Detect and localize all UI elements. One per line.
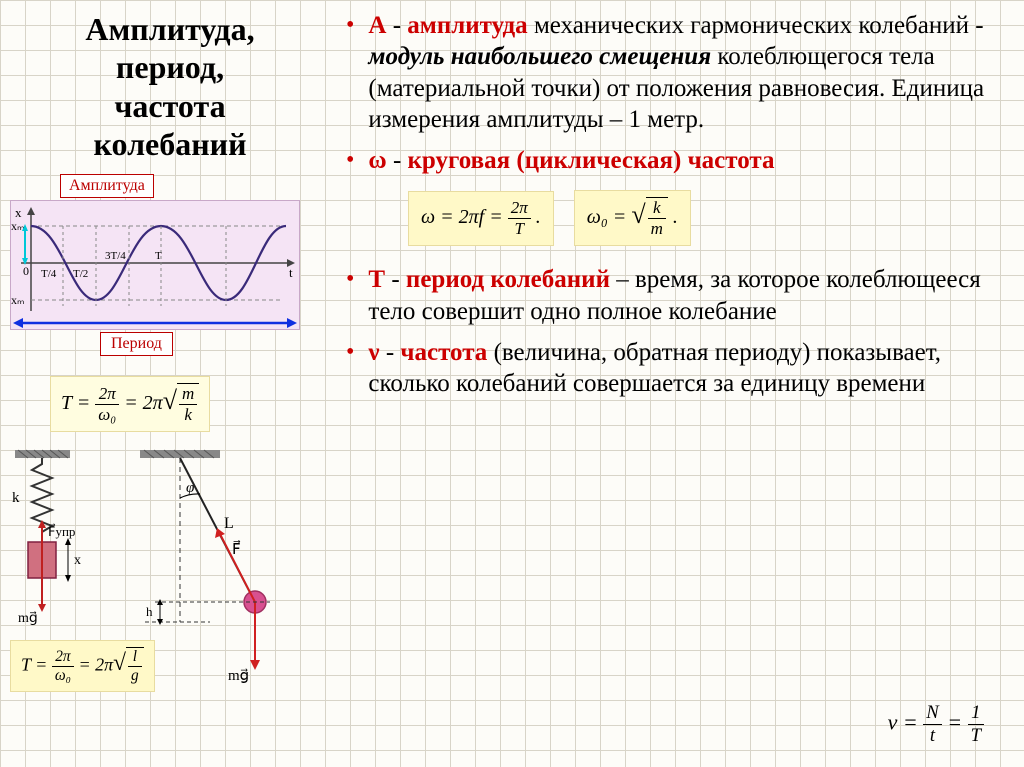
amp-symbol: A (368, 12, 386, 39)
bullet-dot-icon: • (346, 337, 354, 400)
svg-text:F⃗упр: F⃗упр (48, 523, 75, 538)
svg-text:L: L (224, 515, 234, 532)
title-line-4: колебаний (93, 126, 246, 162)
svg-text:3T/4: 3T/4 (105, 250, 126, 262)
bullet-omega: • ω - круговая (циклическая) частота (340, 145, 1004, 176)
svg-text:F⃗: F⃗ (232, 539, 241, 558)
svg-text:T/2: T/2 (73, 268, 88, 280)
svg-text:h: h (146, 604, 153, 619)
svg-text:T/4: T/4 (41, 268, 57, 280)
omega-formula-2: ω₀ = km . (574, 190, 691, 246)
title-line-1: Амплитуда, (85, 11, 254, 47)
amp-text-1: механических гармонических колебаний - (534, 12, 984, 39)
spring-period-formula: T = 2πω₀ = 2πmk (50, 376, 210, 432)
bullet-amplitude: • A - амплитуда механических гармоническ… (340, 10, 1004, 135)
omega-term: круговая (циклическая) частота (408, 147, 775, 174)
period-term: период колебаний (406, 266, 610, 293)
page-title: Амплитуда, период, частота колебаний (10, 10, 330, 164)
amplitude-label-box: Амплитуда (60, 174, 154, 198)
omega-formulas-row: ω = 2πf = 2πT . ω₀ = km . (400, 186, 1004, 250)
omega-symbol: ω (368, 147, 386, 174)
svg-text:-xₘ: -xₘ (11, 293, 24, 307)
freq-term: частота (400, 339, 487, 366)
pendulum-period-formula: T = 2πω₀ = 2πlg (10, 640, 155, 692)
svg-text:k: k (12, 490, 20, 506)
oscillation-graph: x t xₘ -xₘ 0 T/4 T/2 3T/4 T (10, 200, 300, 330)
svg-text:mg⃗: mg⃗ (228, 668, 249, 684)
svg-text:T: T (155, 250, 162, 262)
title-line-2: период, (116, 49, 224, 85)
freq-symbol: ν (368, 339, 379, 366)
bullet-period: • T - период колебаний – время, за котор… (340, 264, 1004, 327)
pendulum-diagrams: k F⃗упр mg⃗ x (10, 442, 310, 692)
bullet-frequency: • ν - частота (величина, обратная период… (340, 337, 1004, 400)
omega-formula-1: ω = 2πf = 2πT . (408, 191, 554, 246)
period-symbol: T (368, 266, 385, 293)
svg-text:mg⃗: mg⃗ (18, 611, 38, 626)
right-column: • A - амплитуда механических гармоническ… (330, 10, 1004, 692)
nu-formula: ν = Nt = 1T (888, 702, 984, 747)
amp-term: амплитуда (407, 12, 527, 39)
bullet-dot-icon: • (346, 145, 354, 176)
amp-ital: модуль наибольшего смещения (368, 43, 711, 70)
svg-text:t: t (289, 265, 293, 280)
period-label-box: Период (100, 332, 173, 356)
svg-text:φ: φ (186, 480, 194, 496)
svg-text:0: 0 (23, 264, 29, 278)
bullet-dot-icon: • (346, 10, 354, 135)
bullet-dot-icon: • (346, 264, 354, 327)
svg-text:x: x (15, 205, 22, 220)
title-line-3: частота (114, 88, 225, 124)
left-column: Амплитуда, период, частота колебаний Амп… (10, 10, 330, 692)
svg-text:x: x (74, 553, 81, 568)
